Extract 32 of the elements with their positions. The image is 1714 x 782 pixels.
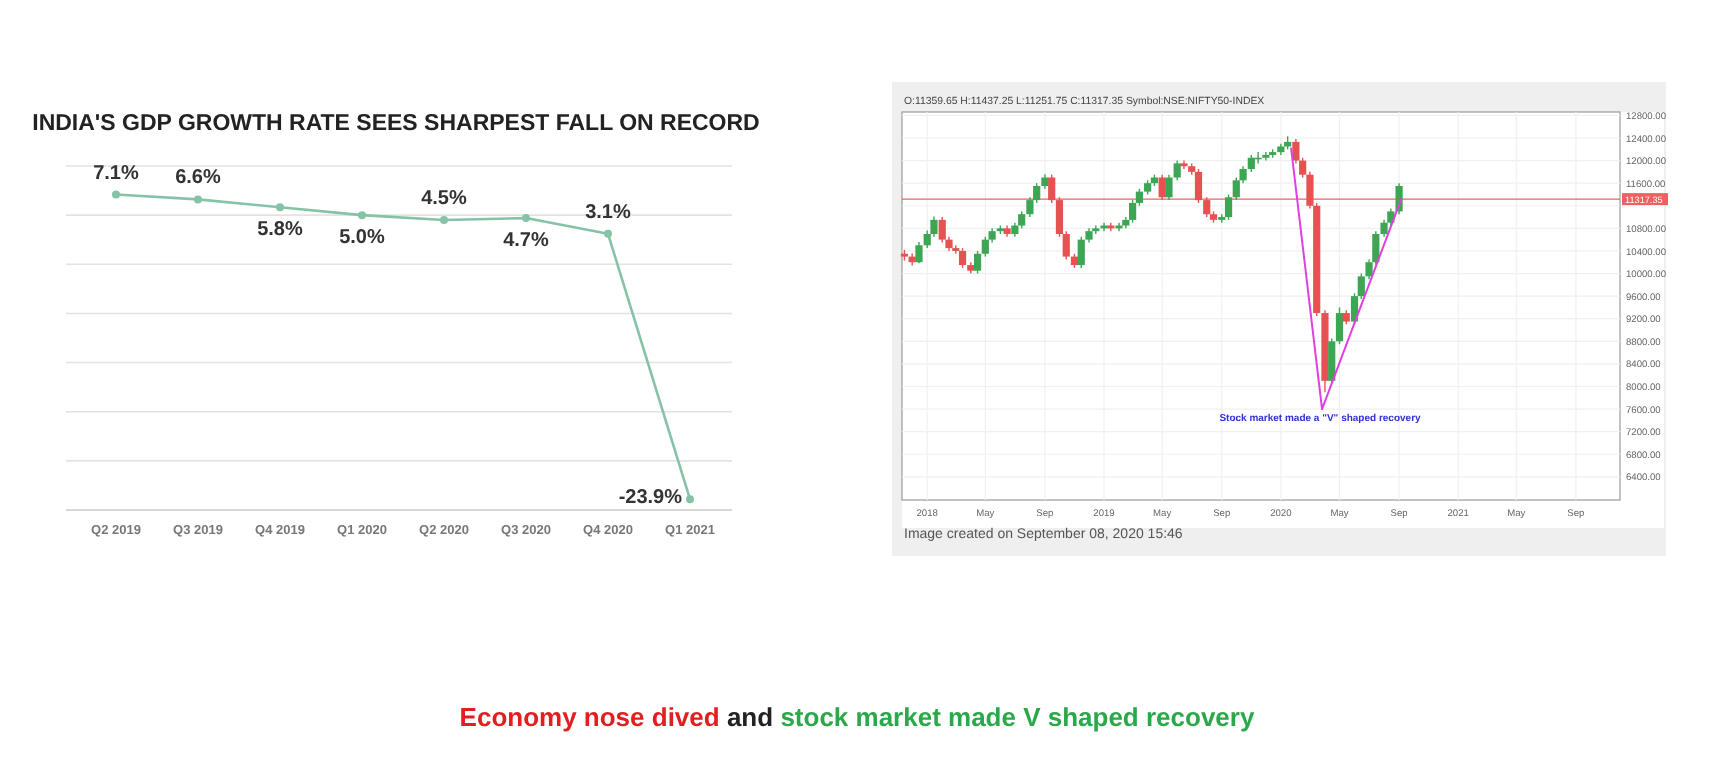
data-label: 4.7% (503, 230, 550, 253)
point (358, 211, 366, 220)
candlestick (1328, 337, 1336, 385)
candlestick (1262, 151, 1270, 162)
data-label: 3.1% (585, 201, 632, 224)
point (194, 195, 202, 204)
point (440, 216, 448, 225)
candlestick (1335, 306, 1344, 345)
candlestick (1077, 236, 1085, 269)
chart-title: INDIA'S GDP GROWTH RATE SEES SHARPEST FALL ON RECORD (32, 112, 760, 136)
data-label: 5.8% (257, 219, 304, 242)
data-label: 6.6% (175, 167, 222, 190)
candlestick (938, 216, 946, 244)
candlestick (973, 250, 982, 275)
point (522, 214, 530, 223)
point (112, 190, 120, 199)
candlestick (1224, 193, 1233, 221)
text: stock market made V shaped recovery (780, 702, 1256, 732)
candlestick (958, 247, 967, 269)
point (604, 229, 612, 238)
candlestick (1048, 173, 1056, 204)
candlestick (1194, 168, 1203, 204)
text: and (719, 702, 781, 732)
data-label: -23.9% (618, 487, 683, 510)
point (276, 203, 284, 212)
data-label: 5.0% (339, 227, 386, 250)
text: Economy nose dived (459, 702, 720, 732)
data-label: 7.1% (93, 162, 140, 185)
candlestick (1203, 196, 1211, 218)
data-label: 4.5% (421, 188, 468, 211)
point (686, 495, 694, 504)
candlestick (981, 236, 989, 258)
